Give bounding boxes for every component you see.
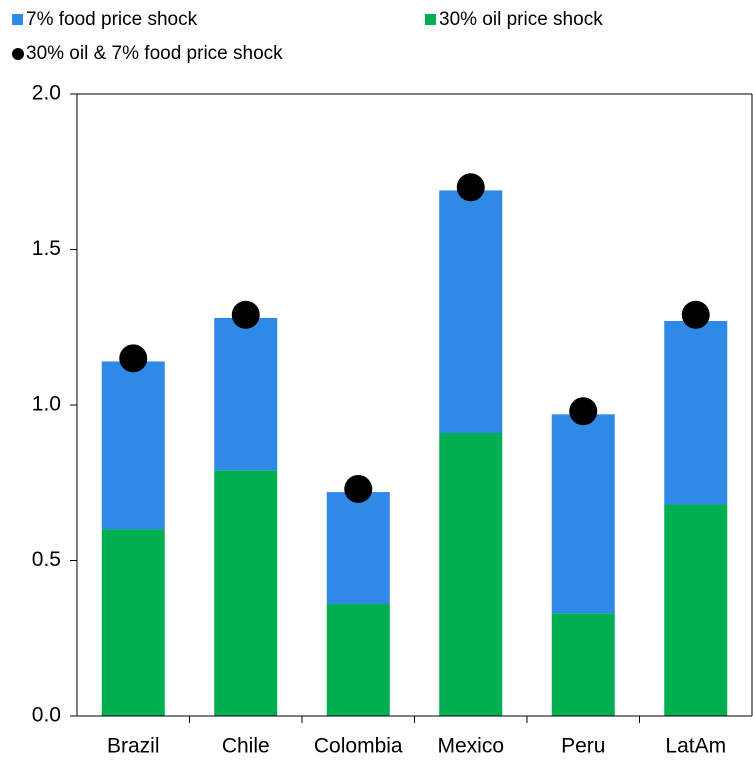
y-tick-label: 1.0 [32, 393, 61, 416]
bar [664, 504, 728, 716]
point [119, 344, 148, 373]
legend-dot [12, 48, 24, 60]
bar [101, 361, 165, 530]
bar [326, 492, 390, 605]
bar [551, 414, 615, 614]
bar [214, 317, 278, 471]
bar [551, 613, 615, 716]
point [344, 474, 373, 503]
y-tick-label: 2.0 [32, 82, 61, 105]
y-tick-label: 0.5 [32, 548, 61, 571]
x-tick-label: Brazil [107, 735, 160, 758]
bar [439, 432, 503, 716]
y-tick-label: 1.5 [32, 237, 61, 260]
x-tick-label: LatAm [665, 735, 726, 758]
bar [214, 470, 278, 716]
point [569, 397, 598, 426]
x-tick-label: Colombia [314, 735, 403, 758]
bar [664, 321, 728, 505]
point [681, 300, 710, 329]
point [456, 173, 485, 202]
y-tick-label: 0.0 [32, 704, 61, 727]
legend-label: 7% food price shock [26, 9, 198, 30]
point [231, 300, 260, 329]
bar [439, 190, 503, 433]
legend-label: 30% oil & 7% food price shock [26, 43, 283, 64]
legend-label: 30% oil price shock [439, 9, 603, 30]
x-tick-label: Chile [222, 735, 270, 758]
legend-swatch [12, 14, 23, 25]
x-tick-label: Peru [561, 735, 605, 758]
bar [101, 529, 165, 716]
legend-swatch [425, 14, 436, 25]
bar [326, 604, 390, 716]
x-tick-label: Mexico [437, 735, 504, 758]
